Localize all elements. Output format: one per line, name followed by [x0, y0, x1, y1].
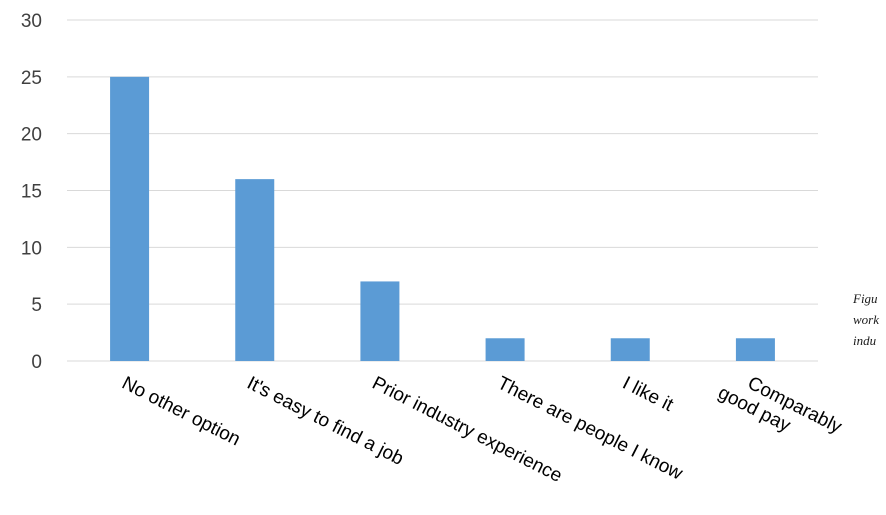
y-axis-tick-labels: 0 5 10 15 20 25 30: [21, 11, 42, 373]
y-tick-label: 25: [21, 68, 42, 89]
figure-caption: Figu work indu: [853, 288, 886, 351]
bar: [360, 281, 400, 361]
caption-line-3: indu: [853, 333, 877, 348]
bar: [235, 179, 275, 361]
bar: [485, 338, 525, 361]
caption-line-2: work: [853, 312, 879, 327]
y-tick-label: 30: [21, 11, 42, 32]
gridlines: [67, 19, 818, 362]
y-tick-label: 15: [21, 182, 42, 203]
x-category-label: No other option: [118, 373, 243, 451]
bar: [110, 76, 150, 361]
caption-line-1: Figu: [853, 291, 878, 306]
y-tick-label: 20: [21, 125, 42, 146]
y-tick-label: 0: [31, 352, 42, 373]
bar: [610, 338, 650, 361]
bars: [110, 76, 775, 361]
x-category-label: I like it: [619, 373, 677, 416]
x-category-label: Comparablygood pay: [715, 363, 846, 458]
x-axis-category-labels: No other option It's easy to find a jobPr…: [118, 363, 846, 487]
y-tick-label: 5: [31, 295, 42, 316]
bar: [735, 338, 775, 361]
y-tick-label: 10: [21, 238, 42, 259]
